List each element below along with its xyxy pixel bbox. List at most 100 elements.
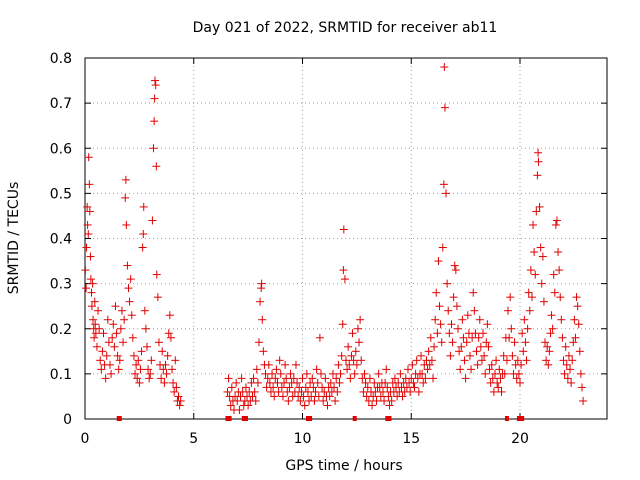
data-point	[579, 396, 588, 405]
data-point	[268, 369, 277, 378]
data-point	[497, 387, 506, 396]
zero-value-point	[305, 416, 310, 421]
data-point	[251, 396, 260, 405]
data-point	[330, 383, 339, 392]
data-point	[556, 293, 565, 302]
data-point	[154, 338, 163, 347]
data-point	[272, 365, 281, 374]
data-point	[371, 387, 380, 396]
data-point	[452, 302, 461, 311]
data-point	[542, 356, 551, 365]
data-point	[381, 378, 390, 387]
data-point	[349, 356, 358, 365]
data-point	[408, 360, 417, 369]
data-point	[152, 162, 161, 171]
data-point	[549, 270, 558, 279]
data-point	[285, 383, 294, 392]
data-point	[431, 315, 440, 324]
data-point	[451, 266, 460, 275]
data-point	[252, 365, 261, 374]
data-point	[286, 369, 295, 378]
data-point	[131, 369, 140, 378]
data-point	[266, 387, 275, 396]
data-point	[396, 369, 405, 378]
data-point	[473, 360, 482, 369]
data-point	[551, 220, 560, 229]
y-tick-label: 0.2	[50, 322, 72, 338]
data-point	[137, 347, 146, 356]
x-tick-label: 0	[81, 431, 90, 447]
y-tick-label: 0.8	[50, 51, 72, 67]
data-point	[151, 81, 160, 90]
data-point	[85, 207, 94, 216]
data-point	[472, 347, 481, 356]
data-point	[398, 392, 407, 401]
data-point	[576, 369, 585, 378]
data-point	[432, 288, 441, 297]
data-point	[424, 347, 433, 356]
data-point	[339, 225, 348, 234]
data-point	[474, 333, 483, 342]
y-tick-label: 0	[63, 412, 72, 428]
data-point	[321, 374, 330, 383]
data-point	[112, 329, 121, 338]
data-point	[328, 369, 337, 378]
data-point	[277, 383, 286, 392]
data-point	[325, 392, 334, 401]
data-point	[402, 383, 411, 392]
zero-value-point	[385, 416, 390, 421]
zero-value-point	[520, 416, 525, 421]
data-point	[308, 374, 317, 383]
data-point	[457, 342, 466, 351]
data-point	[525, 306, 534, 315]
data-point	[172, 383, 181, 392]
data-point	[83, 202, 92, 211]
data-point	[346, 374, 355, 383]
data-point	[86, 252, 95, 261]
data-point	[376, 392, 385, 401]
data-point	[323, 401, 332, 410]
data-point	[150, 94, 159, 103]
x-tick-label: 20	[511, 431, 529, 447]
data-point	[409, 378, 418, 387]
data-point	[146, 369, 155, 378]
data-point	[427, 356, 436, 365]
data-point	[547, 311, 556, 320]
data-point	[541, 338, 550, 347]
data-point	[303, 387, 312, 396]
x-tick-label: 5	[189, 431, 198, 447]
data-point	[120, 315, 129, 324]
data-point	[90, 333, 99, 342]
data-point	[539, 297, 548, 306]
data-point	[275, 356, 284, 365]
data-point	[103, 315, 112, 324]
data-point	[361, 378, 370, 387]
data-point	[223, 387, 232, 396]
x-tick-label: 10	[294, 431, 312, 447]
data-point	[106, 360, 115, 369]
data-point	[475, 315, 484, 324]
zero-value-point	[117, 416, 122, 421]
data-point	[460, 356, 469, 365]
data-point	[461, 374, 470, 383]
data-point	[319, 396, 328, 405]
data-point	[291, 360, 300, 369]
y-tick-label: 0.5	[50, 186, 72, 202]
data-points	[81, 63, 588, 421]
data-point	[248, 392, 257, 401]
data-point	[480, 351, 489, 360]
data-point	[96, 356, 105, 365]
data-point	[534, 148, 543, 157]
data-point	[263, 374, 272, 383]
data-point	[84, 229, 93, 238]
data-point	[250, 387, 259, 396]
zero-value-point	[516, 416, 521, 421]
y-tick-label: 0.6	[50, 141, 72, 157]
y-tick-label: 0.3	[50, 277, 72, 293]
data-point	[448, 338, 457, 347]
data-point	[449, 293, 458, 302]
data-point	[91, 320, 100, 329]
data-point	[336, 369, 345, 378]
data-point	[134, 356, 143, 365]
data-point	[307, 392, 316, 401]
